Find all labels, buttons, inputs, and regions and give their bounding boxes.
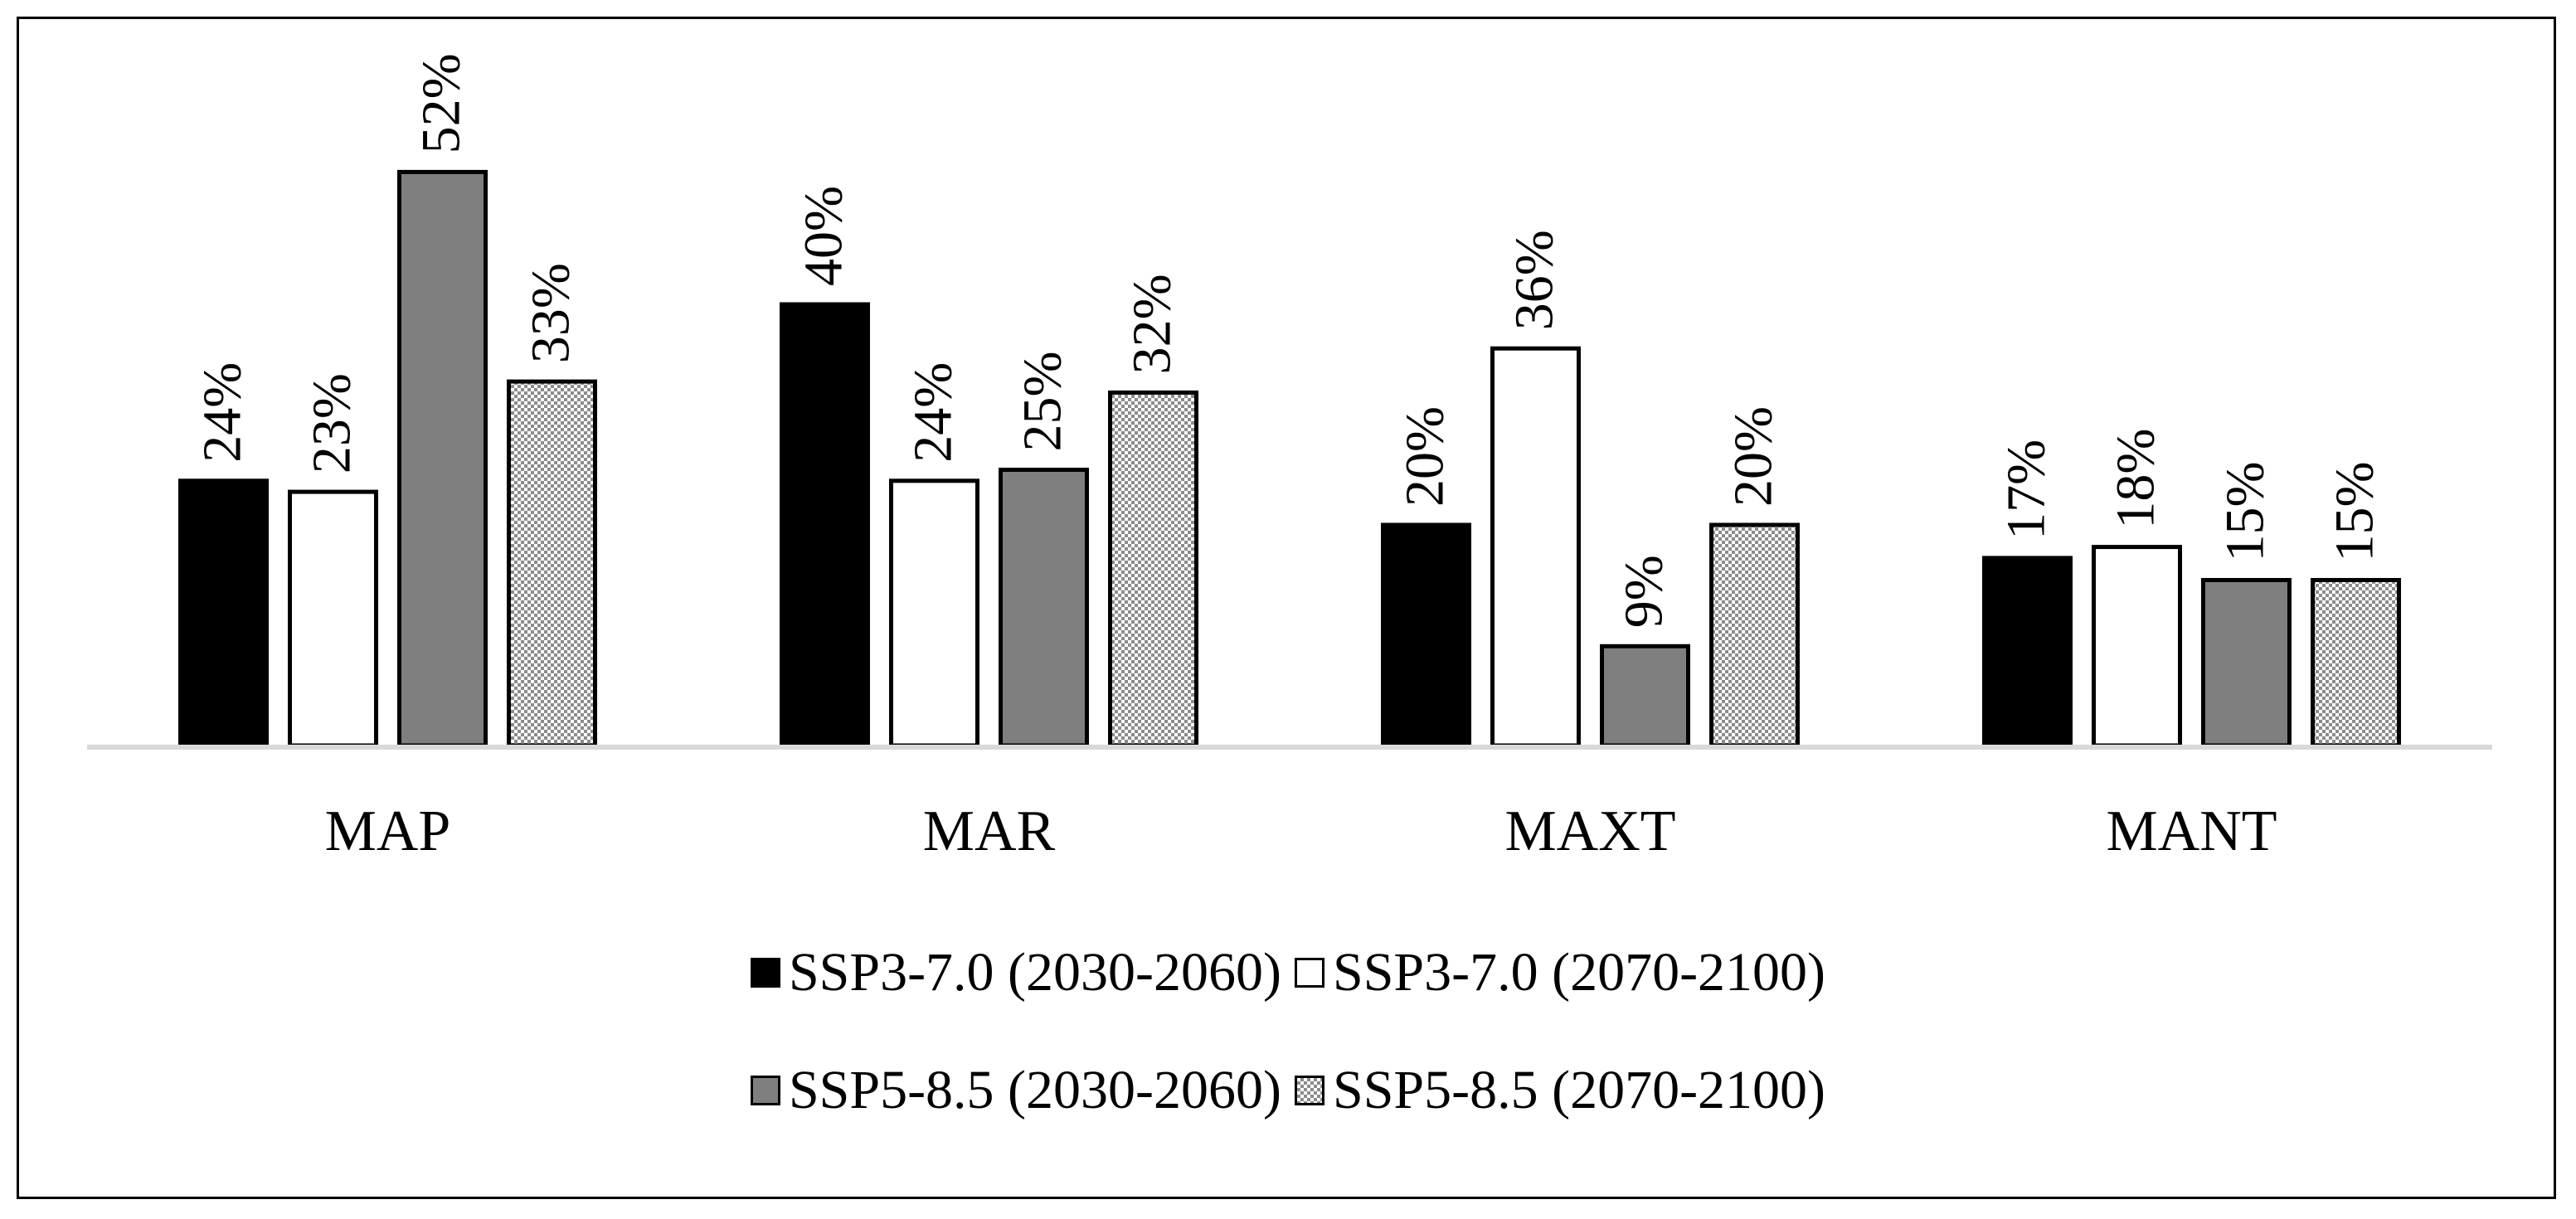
value-label-mant-series-2: 18%: [2106, 429, 2166, 529]
bar-mar-series-1: [780, 302, 870, 748]
value-labels-group: 24% 23% 52% 33% 40% 24% 25% 32% 20% 36% 9% 20% 17% 18…: [192, 53, 2385, 628]
legend-label: SSP5-8.5 (2030-2060): [788, 1060, 1281, 1120]
legend-row-2: SSP5-8.5 (2030-2060) SSP5-8.5 (2070-2100…: [0, 1063, 2576, 1118]
value-label-map-series-2: 23%: [302, 373, 362, 474]
bar-mant-series-2: [2092, 545, 2182, 748]
bar-map-series-1: [178, 478, 269, 748]
value-label-mar-series-1: 40%: [794, 186, 854, 286]
legend-swatch-checker: [1295, 1076, 1324, 1105]
bar-mant-series-1: [1982, 556, 2073, 748]
legend-item: SSP5-8.5 (2030-2060): [750, 1060, 1281, 1120]
bar-maxt-series-3: [1600, 643, 1690, 748]
legend-swatch-gray: [750, 1076, 780, 1105]
category-labels-group: MAP MAR MAXT MANT: [325, 799, 2277, 863]
legend-item: SSP3-7.0 (2030-2060): [750, 942, 1281, 1003]
category-label-maxt: MAXT: [1504, 799, 1675, 863]
bar-map-series-2: [288, 489, 378, 748]
bar-mar-series-2: [889, 478, 979, 748]
bar-maxt-series-1: [1381, 522, 1471, 748]
legend-swatch-black: [750, 958, 780, 988]
legend-item: SSP5-8.5 (2070-2100): [1295, 1063, 1825, 1118]
value-label-map-series-4: 33%: [521, 263, 581, 363]
bar-maxt-series-2: [1490, 346, 1581, 748]
value-label-map-series-1: 24%: [192, 362, 253, 463]
category-label-mant: MANT: [2106, 799, 2277, 863]
category-label-map: MAP: [325, 799, 451, 863]
bar-map-series-3: [397, 169, 488, 748]
legend-label: SSP5-8.5 (2070-2100): [1333, 1060, 1826, 1120]
value-label-mar-series-3: 25%: [1013, 352, 1073, 452]
value-label-maxt-series-3: 9%: [1614, 555, 1674, 628]
bar-mar-series-3: [999, 468, 1089, 748]
bars-group: [178, 169, 2401, 748]
bar-mant-series-4: [2311, 578, 2401, 748]
value-label-maxt-series-4: 20%: [1723, 406, 1784, 507]
value-label-mant-series-4: 15%: [2325, 462, 2385, 562]
legend-row-1: SSP3-7.0 (2030-2060) SSP3-7.0 (2070-2100…: [0, 945, 2576, 1000]
legend-label: SSP3-7.0 (2030-2060): [788, 942, 1281, 1003]
legend-swatch-white: [1295, 958, 1324, 988]
value-label-map-series-3: 52%: [411, 53, 472, 153]
bar-map-series-4: [507, 379, 597, 748]
legend-item: SSP3-7.0 (2070-2100): [1295, 945, 1825, 1000]
legend-label: SSP3-7.0 (2070-2100): [1333, 942, 1826, 1003]
category-label-mar: MAR: [923, 799, 1056, 863]
value-label-mar-series-4: 32%: [1122, 274, 1183, 374]
value-label-maxt-series-1: 20%: [1395, 406, 1456, 507]
bar-maxt-series-4: [1709, 522, 1800, 748]
bar-mar-series-4: [1108, 390, 1198, 748]
value-label-mant-series-1: 17%: [1996, 440, 2057, 540]
value-label-maxt-series-2: 36%: [1504, 230, 1565, 330]
chart-frame: [17, 17, 2556, 1199]
value-label-mant-series-3: 15%: [2215, 462, 2276, 562]
value-label-mar-series-2: 24%: [903, 362, 964, 463]
bar-mant-series-3: [2201, 578, 2292, 748]
